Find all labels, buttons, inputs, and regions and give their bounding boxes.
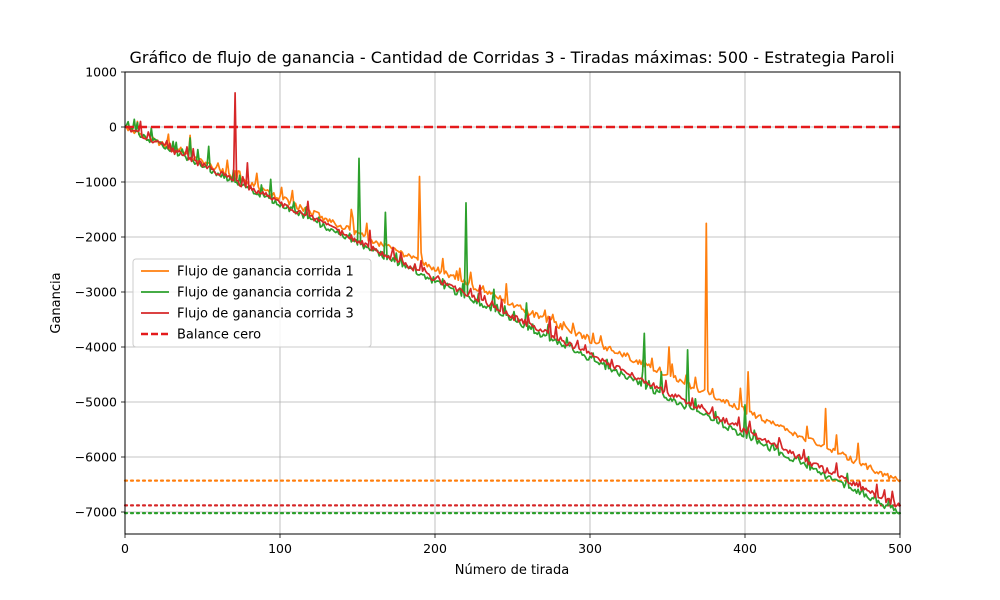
series-lines [124,92,901,515]
ticks: 0 100 200 300 400 500 1000 0 −1000 −2000 −3000 −400… [75,65,912,557]
legend-label: Flujo de ganancia corrida 1 [177,265,354,280]
legend-label: Flujo de ganancia corrida 3 [177,307,354,322]
chart-title: Gráfico de flujo de ganancia - Cantidad … [129,48,894,67]
y-tick-label: −6000 [75,450,117,465]
x-tick-label: 300 [578,541,602,556]
y-tick-label: −5000 [75,395,117,410]
x-tick-label: 200 [423,541,447,556]
x-tick-label: 500 [888,541,912,556]
series-line [125,92,901,508]
x-axis-label: Número de tirada [455,563,569,578]
y-tick-label: −4000 [75,340,117,355]
legend-label: Balance cero [177,328,261,343]
y-tick-label: −3000 [75,285,117,300]
x-tick-label: 400 [733,541,757,556]
y-tick-label: −1000 [75,175,117,190]
y-tick-label: 0 [109,120,117,135]
y-tick-label: −2000 [75,230,117,245]
y-axis-label: Ganancia [49,272,64,333]
legend: Flujo de ganancia corrida 1 Flujo de gana… [132,258,372,348]
y-tick-label: −7000 [75,505,117,520]
series-line [124,120,901,483]
y-tick-label: 1000 [85,65,117,80]
grid [124,71,901,534]
legend-box [132,258,372,348]
x-tick-label: 0 [121,541,129,556]
plot-area-frame [124,71,901,535]
legend-label: Flujo de ganancia corrida 2 [177,286,354,301]
x-tick-label: 100 [268,541,292,556]
